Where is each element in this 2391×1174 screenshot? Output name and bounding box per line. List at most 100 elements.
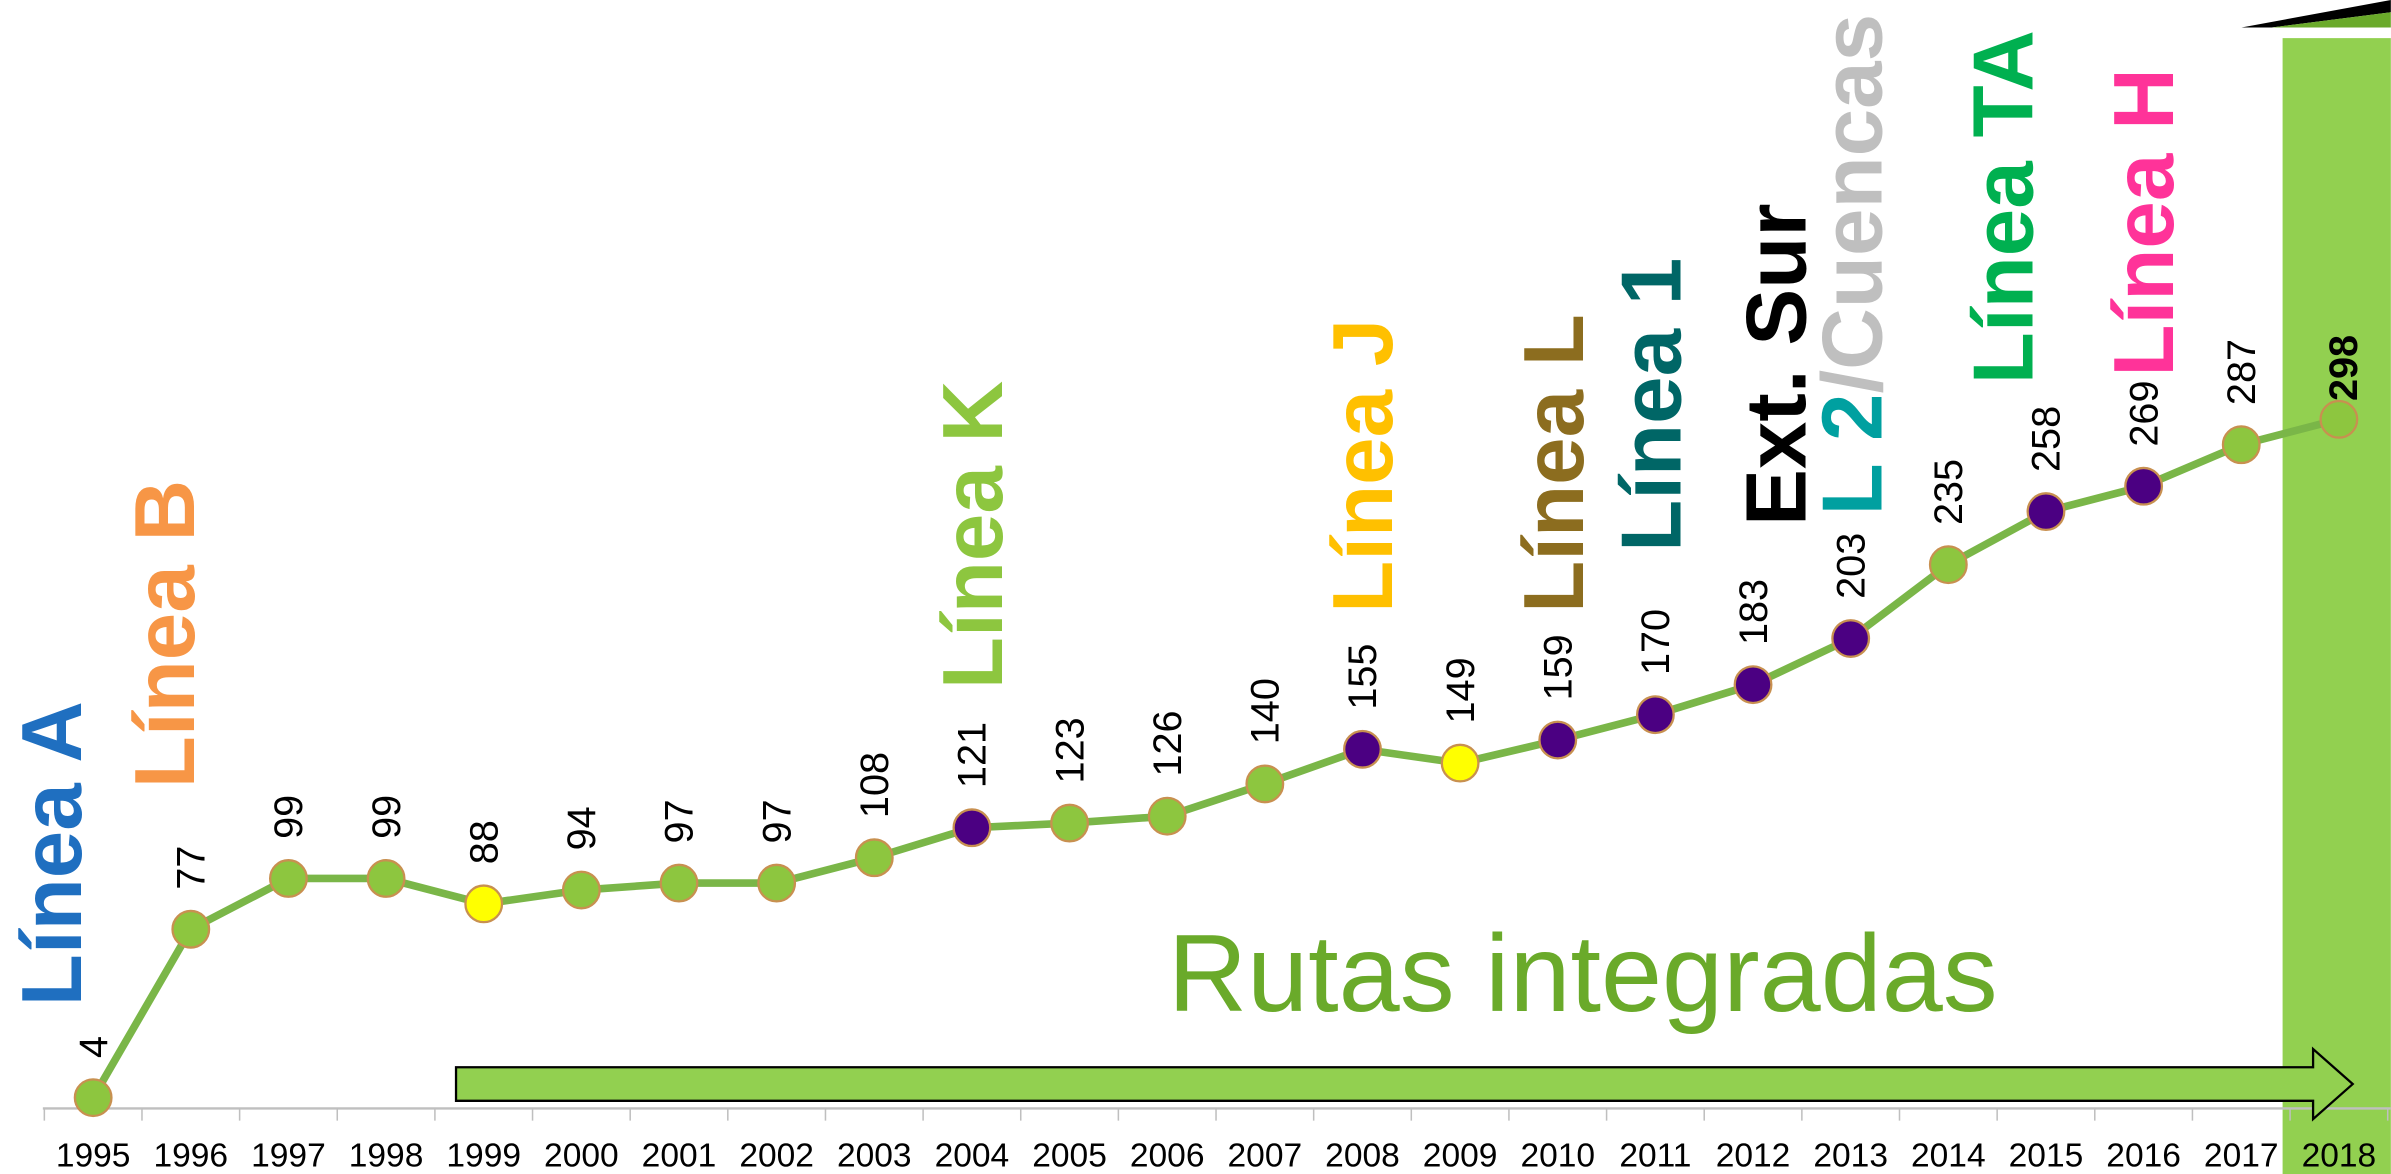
x-tick-label: 2014 (1911, 1137, 1986, 1174)
point (464, 884, 504, 924)
annotation-part: Línea L (1507, 314, 1602, 613)
annotation: Línea H (2097, 68, 2192, 376)
series: 4 77 99 99 88 94 97 97 108 121 123 126 140 155 149 159 1… (72, 335, 2366, 1118)
annotation: Línea TA (1957, 30, 2052, 384)
value-label: 149 (1439, 657, 1483, 723)
x-tick-label: 2015 (2009, 1137, 2084, 1174)
x-tick-label: 2001 (642, 1137, 717, 1174)
value-label: 170 (1634, 609, 1678, 675)
value-label: 183 (1732, 579, 1776, 645)
x-tick-label: 2002 (739, 1137, 814, 1174)
corner-decoration (2271, 12, 2391, 28)
x-tick-label: 2010 (1520, 1137, 1595, 1174)
x-tick-label: 2018 (2302, 1137, 2377, 1174)
x-tick-label: 1996 (153, 1137, 228, 1174)
annotation-part: Línea TA (1957, 30, 2052, 384)
annotation: L 2/Cuencas (1806, 14, 1901, 515)
annotation-part: Línea J (1316, 319, 1411, 613)
point (366, 859, 406, 898)
x-tick-label: 2003 (837, 1137, 912, 1174)
annotation: Línea 1 (1604, 258, 1699, 552)
point (1831, 619, 1871, 658)
annotation-part: Línea B (118, 480, 213, 788)
value-label: 258 (2025, 406, 2069, 472)
value-label: 97 (755, 799, 799, 843)
point (1928, 545, 1968, 585)
point (2221, 425, 2261, 465)
value-label: 108 (853, 752, 897, 818)
arrow (454, 1046, 2355, 1122)
value-label: 121 (951, 722, 995, 788)
value-label: 123 (1048, 717, 1092, 783)
point (1050, 803, 1090, 843)
point (73, 1078, 113, 1118)
x-tick-label: 2005 (1032, 1137, 1107, 1174)
point (1343, 729, 1382, 769)
annotation: Línea L (1507, 314, 1602, 613)
point (1440, 743, 1480, 783)
annotation-part: Ext. Sur (1729, 203, 1824, 526)
x-tick-label: 2013 (1813, 1137, 1888, 1174)
point (1538, 720, 1578, 760)
annotation: Línea B (118, 480, 213, 788)
value-label: 97 (658, 799, 702, 843)
annotation-part: Línea H (2097, 68, 2192, 376)
value-label: 269 (2122, 380, 2166, 446)
annotation-part: Línea A (5, 701, 100, 1006)
x-tick-label: 1995 (56, 1137, 131, 1174)
point (1733, 665, 1773, 705)
point (1635, 695, 1675, 735)
point (2319, 399, 2359, 439)
value-label: 77 (170, 846, 214, 890)
point (2124, 466, 2164, 506)
point (854, 838, 894, 878)
value-label: 99 (365, 795, 409, 839)
point (269, 859, 308, 898)
annotation-part: Línea 1 (1604, 258, 1699, 552)
value-label: 126 (1146, 710, 1190, 776)
annotation-part: /Cuencas (1806, 14, 1901, 394)
value-label: 287 (2220, 339, 2264, 405)
x-tick-label: 2017 (2204, 1137, 2279, 1174)
x-tick-label: 2016 (2106, 1137, 2181, 1174)
point (561, 870, 601, 910)
x-tick-label: 2009 (1423, 1137, 1498, 1174)
x-tick-label: 1997 (251, 1137, 326, 1174)
x-tick-label: 2007 (1228, 1137, 1303, 1174)
point (2026, 492, 2066, 532)
banner: Rutas integradas (1168, 913, 1998, 1035)
annotation: Línea A (5, 701, 100, 1006)
value-label: 94 (560, 806, 604, 850)
annotation-part: L 2 (1806, 394, 1901, 516)
value-label: 4 (72, 1036, 116, 1058)
point (171, 909, 211, 949)
x-tick-label: 2012 (1716, 1137, 1791, 1174)
x-tick-label: 2004 (935, 1137, 1010, 1174)
x-tick-label: 2000 (544, 1137, 619, 1174)
annotation: Línea K (926, 381, 1021, 689)
annotation-part: Línea K (926, 381, 1021, 689)
value-label: 159 (1536, 634, 1580, 700)
point (757, 863, 797, 903)
value-label: 99 (267, 795, 311, 839)
point (952, 808, 992, 848)
annotation: Línea J (1316, 319, 1411, 613)
x-tick-label: 1999 (446, 1137, 521, 1174)
point (1245, 764, 1285, 804)
point (659, 863, 699, 903)
x-tick-label: 2011 (1619, 1137, 1691, 1174)
value-label: 203 (1829, 533, 1873, 599)
highlight-band (2282, 38, 2391, 1174)
value-label: 155 (1341, 644, 1385, 710)
value-label: 140 (1244, 678, 1288, 744)
value-label: 298 (2322, 335, 2366, 401)
value-label: 88 (462, 820, 506, 864)
point (1147, 796, 1187, 836)
x-tick-label: 2008 (1325, 1137, 1400, 1174)
value-label: 235 (1927, 459, 1971, 525)
annotation: Ext. Sur (1729, 203, 1824, 526)
x-tick-label: 2006 (1130, 1137, 1205, 1174)
